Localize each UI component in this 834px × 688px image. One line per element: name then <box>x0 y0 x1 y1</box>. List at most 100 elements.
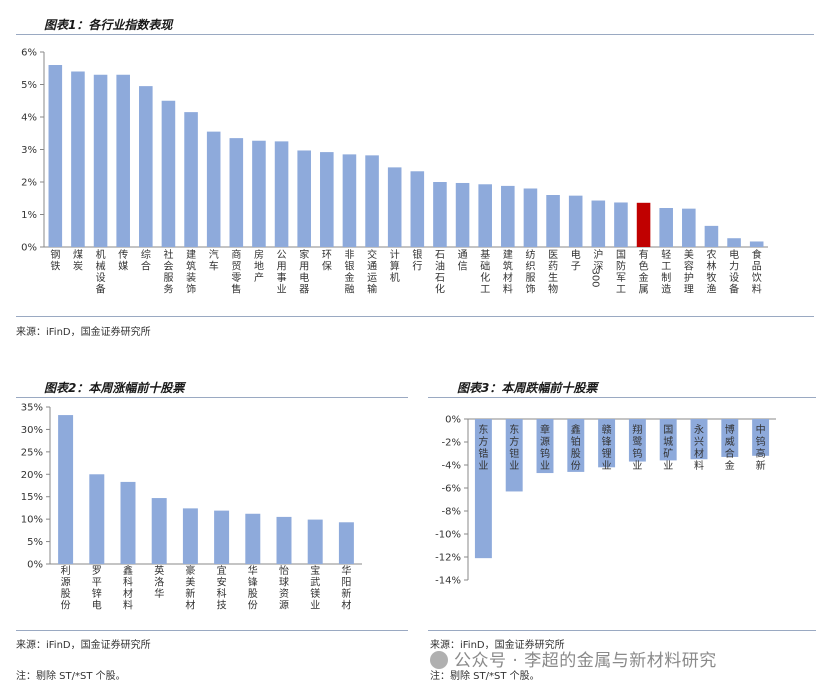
fig2-bar <box>245 513 261 564</box>
fig1-category-label: 造 <box>661 283 671 296</box>
fig1-category-label: 筑 <box>186 260 196 273</box>
fig2-category-label: 锋 <box>248 576 258 589</box>
fig2-category-label: 利 <box>61 565 71 577</box>
fig1-bar <box>591 200 606 247</box>
fig2-category-label: 源 <box>61 576 71 589</box>
fig3-category-label: 铂 <box>571 435 581 448</box>
fig1-bar <box>342 154 357 247</box>
fig3-category-label: 业 <box>632 460 642 472</box>
fig3-bar <box>474 419 492 559</box>
fig2-category-label: 材 <box>123 587 133 600</box>
fig2-bar <box>307 519 323 564</box>
fig1-bar <box>139 86 153 247</box>
fig3-category-label: 业 <box>663 460 673 472</box>
fig1-category-label: 会 <box>163 260 173 273</box>
fig1-category-label: 环 <box>322 250 332 261</box>
fig1-category-label: 基 <box>480 248 490 261</box>
fig1-category-label: 纺 <box>525 248 535 261</box>
fig3-category-label: 国 <box>663 424 673 436</box>
fig1-category-label: 通 <box>458 249 468 261</box>
fig3-category-label: 城 <box>663 436 673 448</box>
fig1-category-label: 容 <box>684 260 694 273</box>
figure2-bottom-rule <box>16 630 408 631</box>
fig1-category-label: 药 <box>548 261 558 273</box>
fig1-category-label: 煤 <box>73 248 83 261</box>
fig1-category-label: 属 <box>639 284 649 296</box>
fig1-bar <box>749 241 764 247</box>
fig1-category-label: 务 <box>163 283 173 296</box>
fig1-category-label: 建 <box>186 248 196 261</box>
fig1-category-label: 产 <box>254 271 264 284</box>
wechat-icon <box>430 651 448 669</box>
fig1-category-label: 算 <box>390 260 400 273</box>
fig1-category-label: 保 <box>322 260 332 273</box>
fig2-ytick-label: 15% <box>21 492 43 503</box>
fig2-bar <box>214 510 230 564</box>
fig1-category-label: 融 <box>344 284 354 296</box>
fig2-category-label: 武 <box>310 576 320 589</box>
fig1-ytick-label: 6% <box>21 48 37 59</box>
fig2-category-label: 美 <box>185 576 195 589</box>
fig1-category-label: 医 <box>548 249 558 261</box>
fig1-category-label: 输 <box>367 283 377 296</box>
fig1-category-label: 建 <box>503 248 513 261</box>
fig3-category-label: 章 <box>540 423 550 436</box>
fig2-category-label: 华 <box>248 564 258 577</box>
fig3-category-label: 材 <box>694 447 704 460</box>
fig1-category-label: 饰 <box>525 283 535 296</box>
fig3-ytick-label: -4% <box>442 461 461 472</box>
fig1-category-label: 服 <box>163 272 173 284</box>
fig1-bar <box>546 195 560 247</box>
fig2-bar <box>338 522 354 564</box>
fig1-category-label: 工 <box>480 285 490 296</box>
fig1-category-label: 器 <box>299 284 309 296</box>
fig2-category-label: 份 <box>248 600 258 612</box>
fig1-category-label: 材 <box>503 271 513 284</box>
fig3-category-label: 钽 <box>509 447 519 460</box>
fig3-ytick-label: -2% <box>442 438 461 449</box>
fig2-bar <box>151 498 167 564</box>
fig1-bar <box>184 112 198 247</box>
fig2-ytick-label: 30% <box>21 425 43 436</box>
watermark: 公众号 · 李超的金属与新材料研究 <box>430 646 717 671</box>
fig1-bar <box>252 140 266 247</box>
fig1-category-label: 美 <box>684 248 694 261</box>
fig1-category-label: 零 <box>231 272 241 284</box>
fig1-category-label: 备 <box>96 283 106 296</box>
fig3-ytick-label: -12% <box>435 553 461 564</box>
fig1-category-label: 汽 <box>209 248 219 261</box>
fig2-category-label: 电 <box>92 599 102 612</box>
fig3-category-label: 合 <box>725 447 735 460</box>
fig1-category-label: 业 <box>277 284 287 296</box>
fig2-category-label: 资 <box>279 588 289 600</box>
fig1-bar <box>116 74 130 247</box>
fig3-category-label: 东 <box>509 423 519 436</box>
fig1-ytick-label: 2% <box>21 178 37 189</box>
fig3-category-label: 翔 <box>632 423 642 436</box>
fig1-bar <box>48 65 63 247</box>
fig1-category-label: 军 <box>616 272 626 284</box>
fig1-category-label: 电 <box>729 248 739 261</box>
fig1-category-label: 行 <box>412 260 422 273</box>
fig1-category-label: 300 <box>589 268 600 287</box>
figure3-title: 图表3：本周跌幅前十股票 <box>457 381 598 395</box>
fig1-category-label: 贸 <box>231 261 241 273</box>
fig2-bar <box>276 516 292 564</box>
fig1-bar <box>659 208 673 247</box>
figure2-title: 图表2：本周涨幅前十股票 <box>44 381 185 395</box>
fig2-ytick-label: 5% <box>27 537 43 548</box>
fig2-ytick-label: 20% <box>21 470 43 481</box>
fig1-category-label: 工 <box>661 262 671 273</box>
fig1-ytick-label: 5% <box>21 80 37 91</box>
fig3-category-label: 矿 <box>663 447 673 460</box>
fig3-category-label: 料 <box>694 459 704 472</box>
fig1-category-label: 事 <box>277 271 287 284</box>
watermark-text: 公众号 · 李超的金属与新材料研究 <box>454 651 717 671</box>
fig3-category-label: 业 <box>478 460 488 472</box>
fig2-category-label: 罗 <box>92 565 102 577</box>
fig1-bar <box>568 195 583 247</box>
fig1-category-label: 用 <box>299 262 309 273</box>
fig1-category-label: 机 <box>96 248 106 261</box>
fig1-bar <box>636 202 651 247</box>
fig1-category-label: 械 <box>96 260 106 273</box>
